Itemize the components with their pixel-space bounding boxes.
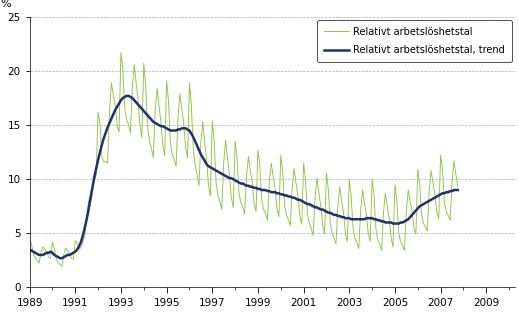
Relativt arbetslöshetstal [26,237,33,241]
Relativt arbetslöshetstal [59,265,65,268]
Relativt arbetslöshetstal [344,240,350,243]
Relativt arbetslöshetstal [118,51,124,55]
Relativt arbetslöshetstal [318,204,324,207]
Relativt arbetslöshetstal [266,179,272,183]
Relativt arbetslöshetstal [449,179,455,183]
Relativt arbetslöshetstal, trend [449,189,455,193]
Relativt arbetslöshetstal [455,184,461,188]
Relativt arbetslöshetstal [298,222,305,226]
Relativt arbetslöshetstal, trend [298,199,305,203]
Relativt arbetslöshetstal, trend [455,188,461,192]
Relativt arbetslöshetstal, trend [26,248,33,251]
Legend: Relativt arbetslöshetstal, Relativt arbetslöshetstal, trend: Relativt arbetslöshetstal, Relativt arbe… [318,20,512,62]
Relativt arbetslöshetstal, trend [57,256,63,260]
Relativt arbetslöshetstal [44,250,50,254]
Relativt arbetslöshetstal, trend [318,207,324,211]
Relativt arbetslöshetstal, trend [266,189,272,193]
Relativt arbetslöshetstal, trend [344,216,350,220]
Relativt arbetslöshetstal, trend [124,94,130,98]
Y-axis label: %: % [0,0,11,9]
Line: Relativt arbetslöshetstal: Relativt arbetslöshetstal [30,53,458,266]
Relativt arbetslöshetstal, trend [44,251,50,255]
Line: Relativt arbetslöshetstal, trend: Relativt arbetslöshetstal, trend [30,96,458,258]
